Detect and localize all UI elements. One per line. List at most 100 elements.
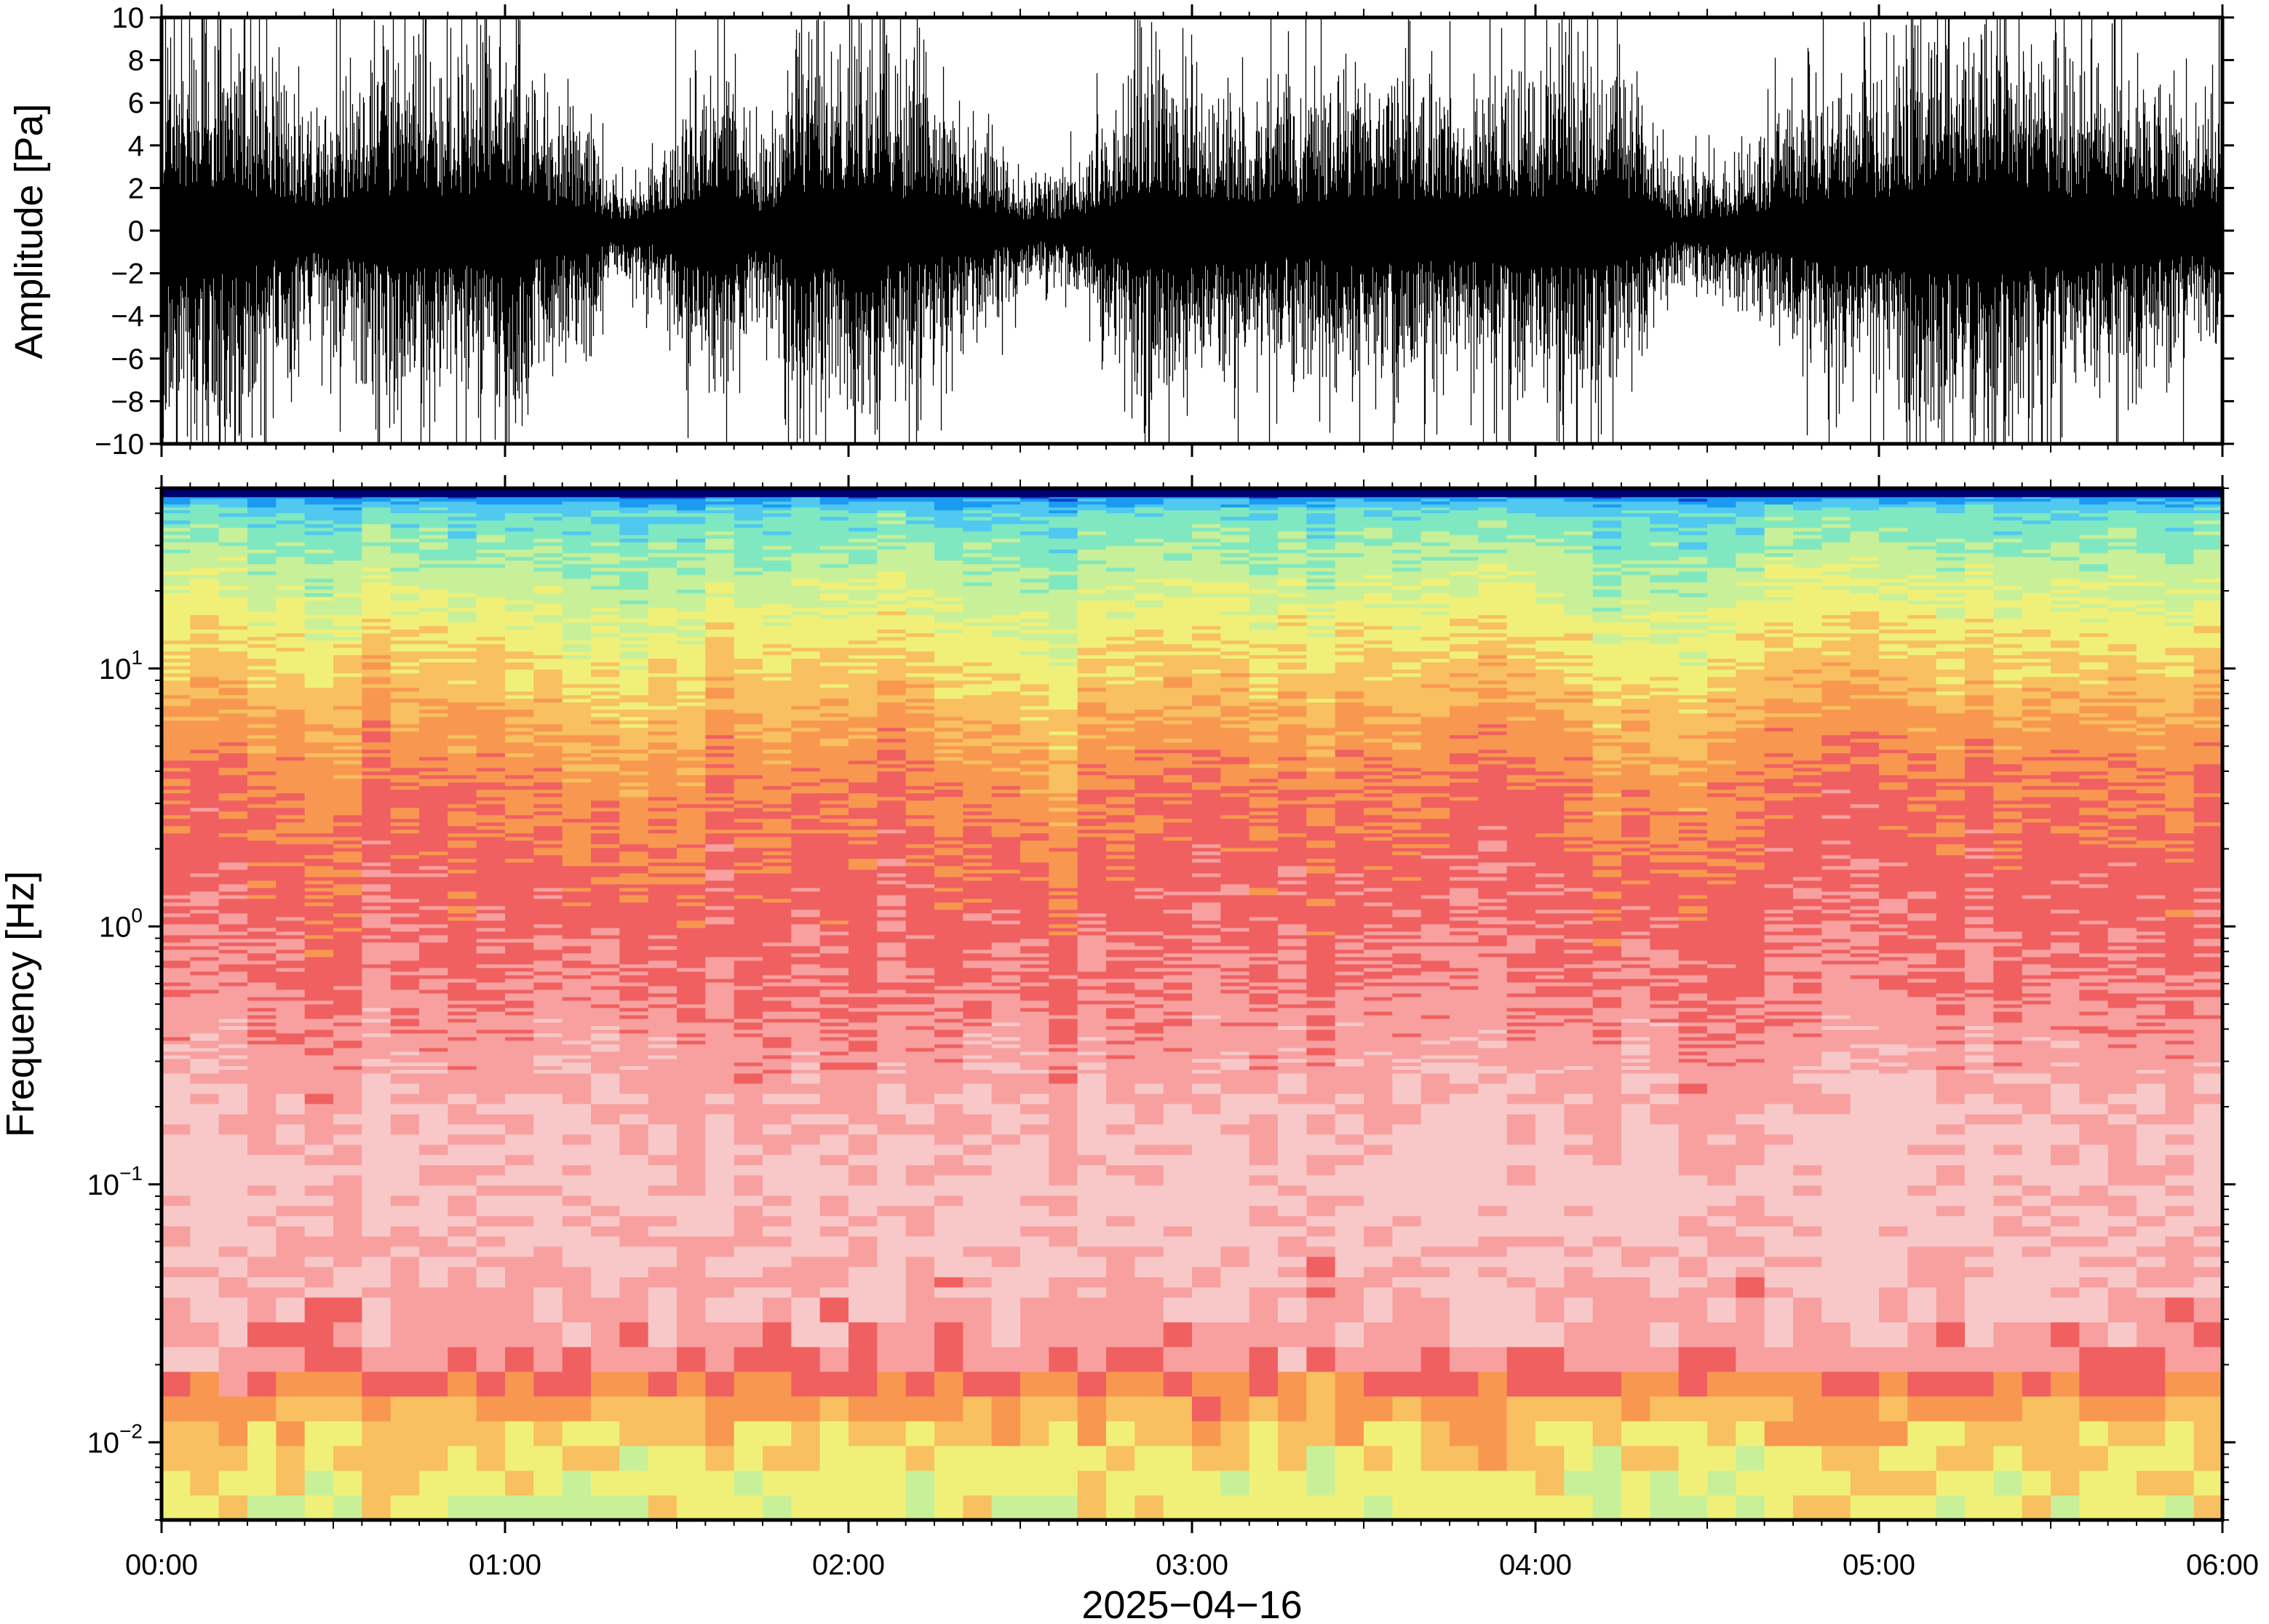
spectrogram-cell (791, 593, 821, 597)
spectrogram-cell (362, 608, 392, 612)
spectrogram-cell (247, 553, 277, 557)
spectrogram-cell (362, 979, 392, 983)
spectrogram-cell (533, 1421, 563, 1446)
spectrogram-cell (734, 990, 763, 994)
spectrogram-cell (476, 1246, 506, 1257)
spectrogram-cell (476, 560, 506, 565)
spectrogram-cell (390, 1026, 420, 1030)
spectrogram-cell (619, 851, 649, 856)
spectrogram-cell (247, 1062, 277, 1067)
spectrogram-cell (247, 604, 277, 608)
spectrogram-cell (276, 764, 306, 768)
spectrogram-cell (276, 1066, 306, 1070)
spectrogram-cell (677, 608, 706, 612)
spectrogram-cell (162, 535, 191, 539)
spectrogram-cell (390, 939, 420, 943)
spectrogram-cell (162, 793, 191, 797)
spectrogram-cell (362, 688, 392, 692)
spectrogram-cell (677, 793, 706, 797)
spectrogram-cell (390, 950, 420, 954)
spectrogram-cell (218, 1216, 248, 1227)
spectrogram-cell (533, 960, 563, 965)
spectrogram-cell (619, 662, 649, 666)
spectrogram-cell (763, 655, 792, 659)
spectrogram-cell (390, 1165, 420, 1176)
spectrogram-cell (162, 939, 191, 943)
spectrogram-cell (591, 953, 620, 958)
spectrogram-cell (218, 1396, 248, 1422)
spectrogram-cell (390, 928, 420, 932)
spectrogram-cell (304, 735, 334, 739)
spectrogram-cell (362, 1226, 392, 1237)
spectrogram-cell (648, 644, 677, 648)
spectrogram-cell (791, 1040, 821, 1045)
spectrogram-cell (562, 560, 592, 565)
spectrogram-cell (333, 1104, 362, 1115)
spectrogram-cell (448, 655, 477, 659)
spectrogram-cell (218, 1267, 248, 1278)
spectrogram-cell (362, 964, 392, 968)
spectrogram-cell (533, 782, 563, 787)
spectrogram-cell (247, 960, 277, 965)
spectrogram-cell (705, 578, 735, 583)
spectrogram-cell (677, 1287, 706, 1298)
spectrogram-cell (562, 779, 592, 783)
spectrogram-cell (362, 953, 392, 958)
spectrogram-cell (448, 1048, 477, 1052)
spectrogram-cell (190, 1372, 220, 1397)
spectrogram-cell (190, 811, 220, 816)
spectrogram-cell (533, 618, 563, 623)
spectrogram-cell (648, 935, 677, 939)
spectrogram-cell (247, 557, 277, 561)
spectrogram-cell (591, 622, 620, 626)
spectrogram-cell (849, 960, 878, 965)
spectrogram-cell (419, 735, 448, 739)
spectrogram-cell (763, 968, 792, 972)
spectrogram-cell (819, 822, 849, 827)
spectrogram-cell (476, 608, 506, 612)
spectrogram-cell (562, 709, 592, 714)
spectrogram-cell (562, 906, 592, 910)
spectrogram-cell (190, 822, 220, 827)
spectrogram-cell (591, 524, 620, 528)
spectrogram-cell (819, 1022, 849, 1027)
spectrogram-cell (734, 593, 763, 597)
spectrogram-cell (190, 964, 220, 968)
spectrogram-cell (419, 1257, 448, 1267)
spectrogram-cell (677, 1044, 706, 1048)
spectrogram-cell (648, 1037, 677, 1041)
spectrogram-cell (448, 960, 477, 965)
spectrogram-cell (218, 1011, 248, 1016)
spectrogram-cell (619, 691, 649, 696)
spectrogram-cell (190, 1051, 220, 1056)
spectrogram-cell (734, 720, 763, 725)
spectrogram-cell (734, 517, 763, 521)
spectrogram-cell (562, 757, 592, 761)
spectrogram-cell (591, 1246, 620, 1257)
spectrogram-cell (247, 586, 277, 590)
spectrogram-cell (448, 498, 477, 502)
spectrogram-cell (619, 1236, 649, 1247)
spectrogram-cell (619, 866, 649, 870)
spectrogram-cell (619, 808, 649, 812)
spectrogram-cell (218, 568, 248, 572)
spectrogram-cell (619, 1246, 649, 1257)
spectrogram-cell (849, 917, 878, 921)
spectrogram-cell (419, 1267, 448, 1278)
spectrogram-cell (247, 1011, 277, 1016)
spectrogram-cell (333, 1000, 362, 1005)
spectrogram-cell (390, 644, 420, 648)
spectrogram-cell (705, 589, 735, 594)
spectrogram-cell (304, 880, 334, 885)
spectrogram-cell (390, 753, 420, 757)
spectrogram-cell (390, 1040, 420, 1045)
spectrogram-cell (419, 504, 448, 508)
spectrogram-cell (276, 1062, 306, 1067)
spectrogram-cell (705, 1206, 735, 1217)
spectrogram-cell (276, 931, 306, 936)
spectrogram-cell (849, 1004, 878, 1008)
spectrogram-cell (819, 706, 849, 710)
spectrogram-cell (304, 1185, 334, 1196)
spectrogram-cell (648, 1124, 677, 1135)
spectrogram-cell (763, 735, 792, 739)
